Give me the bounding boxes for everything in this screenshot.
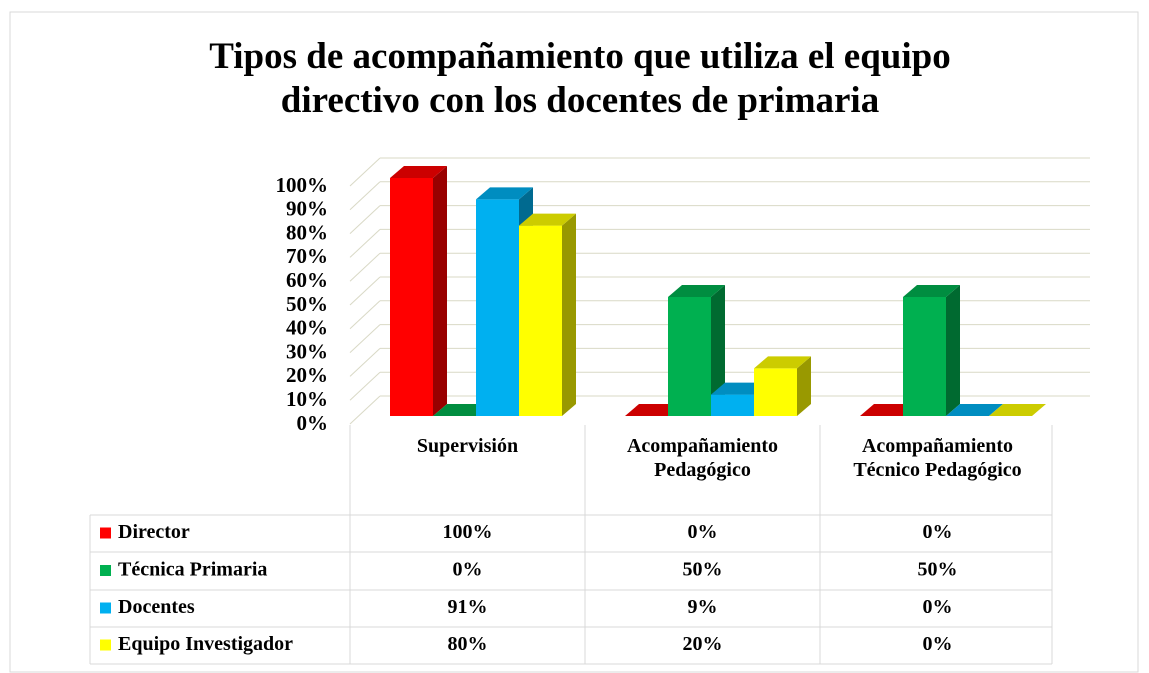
legend-swatch <box>100 527 111 539</box>
data-label: 0% <box>923 596 953 618</box>
y-tick-label: 80% <box>286 220 328 244</box>
grid-line <box>349 371 381 401</box>
grid-line <box>349 181 381 211</box>
y-tick-label: 30% <box>286 339 328 363</box>
bar <box>519 225 562 416</box>
x-tick-label: Supervisión <box>416 435 519 457</box>
grid-line <box>349 252 381 282</box>
y-tick-label: 50% <box>286 292 328 316</box>
grid-line <box>349 205 381 234</box>
legend-swatch <box>100 639 111 651</box>
category-box: Acompañamiento Pedagógico <box>626 435 779 481</box>
bar <box>668 297 711 416</box>
data-label: 100% <box>443 521 493 543</box>
legend-swatch <box>100 565 111 576</box>
bar-top <box>989 404 1046 416</box>
bar-top <box>668 285 725 297</box>
data-label: 0% <box>923 521 953 543</box>
bar <box>754 368 797 416</box>
y-tick-label: 0% <box>297 411 329 435</box>
x-tick-label: Acompañamiento Técnico Pedagógico <box>853 435 1022 481</box>
y-tick-label: 60% <box>286 268 328 292</box>
chart-border <box>9 11 1139 673</box>
bar <box>711 394 754 416</box>
legend-label: Equipo Investigador <box>118 633 293 655</box>
grid-line <box>349 300 381 330</box>
legend-label: Docentes <box>118 596 195 618</box>
data-label: 0% <box>923 633 953 655</box>
legend-swatch <box>100 602 111 614</box>
bar-side <box>797 356 811 416</box>
y-tick-label: 40% <box>286 316 328 340</box>
grid-line <box>349 157 381 187</box>
data-label: 80% <box>448 633 488 655</box>
bar-top <box>625 404 682 416</box>
bar-side <box>946 285 960 416</box>
y-tick-label: 90% <box>286 197 328 221</box>
legend-label: Técnica Primaria <box>118 559 267 581</box>
grid-line <box>349 229 381 258</box>
bar-side <box>711 285 725 416</box>
bar-top <box>519 213 576 226</box>
data-label: 9% <box>688 596 718 618</box>
category-box: Supervisión <box>416 435 519 457</box>
chart-title: Tipos de acompañamiento que utiliza el e… <box>209 36 951 121</box>
bar-top <box>390 166 447 178</box>
bar <box>476 199 519 416</box>
x-tick-label: Acompañamiento Pedagógico <box>626 435 779 481</box>
grid-line <box>349 324 381 353</box>
bar-top <box>903 285 960 297</box>
bar-side <box>562 213 576 416</box>
bar-top <box>433 404 490 416</box>
bar <box>390 178 433 416</box>
data-label: 91% <box>448 596 488 618</box>
grid-line <box>349 276 381 306</box>
y-tick-label: 100% <box>276 173 329 197</box>
bar <box>903 297 946 416</box>
y-tick-label: 20% <box>286 363 328 387</box>
category-box: Acompañamiento Técnico Pedagógico <box>853 435 1022 481</box>
data-label: 0% <box>688 521 718 543</box>
bar-top <box>476 187 533 200</box>
title-box: Tipos de acompañamiento que utiliza el e… <box>209 36 951 121</box>
data-label: 20% <box>683 633 723 655</box>
data-label: 50% <box>683 559 723 581</box>
y-tick-label: 10% <box>286 387 328 411</box>
grid-line <box>349 395 381 425</box>
data-label: 0% <box>453 559 483 581</box>
bar-top <box>946 404 1003 416</box>
legend-label: Director <box>118 521 190 543</box>
bar-top <box>754 356 811 369</box>
y-tick-label: 70% <box>286 244 328 268</box>
bar-top <box>860 404 917 416</box>
bar-side <box>433 166 447 416</box>
bar-top <box>711 382 768 395</box>
data-label: 50% <box>918 559 958 581</box>
grid-line <box>349 348 381 377</box>
